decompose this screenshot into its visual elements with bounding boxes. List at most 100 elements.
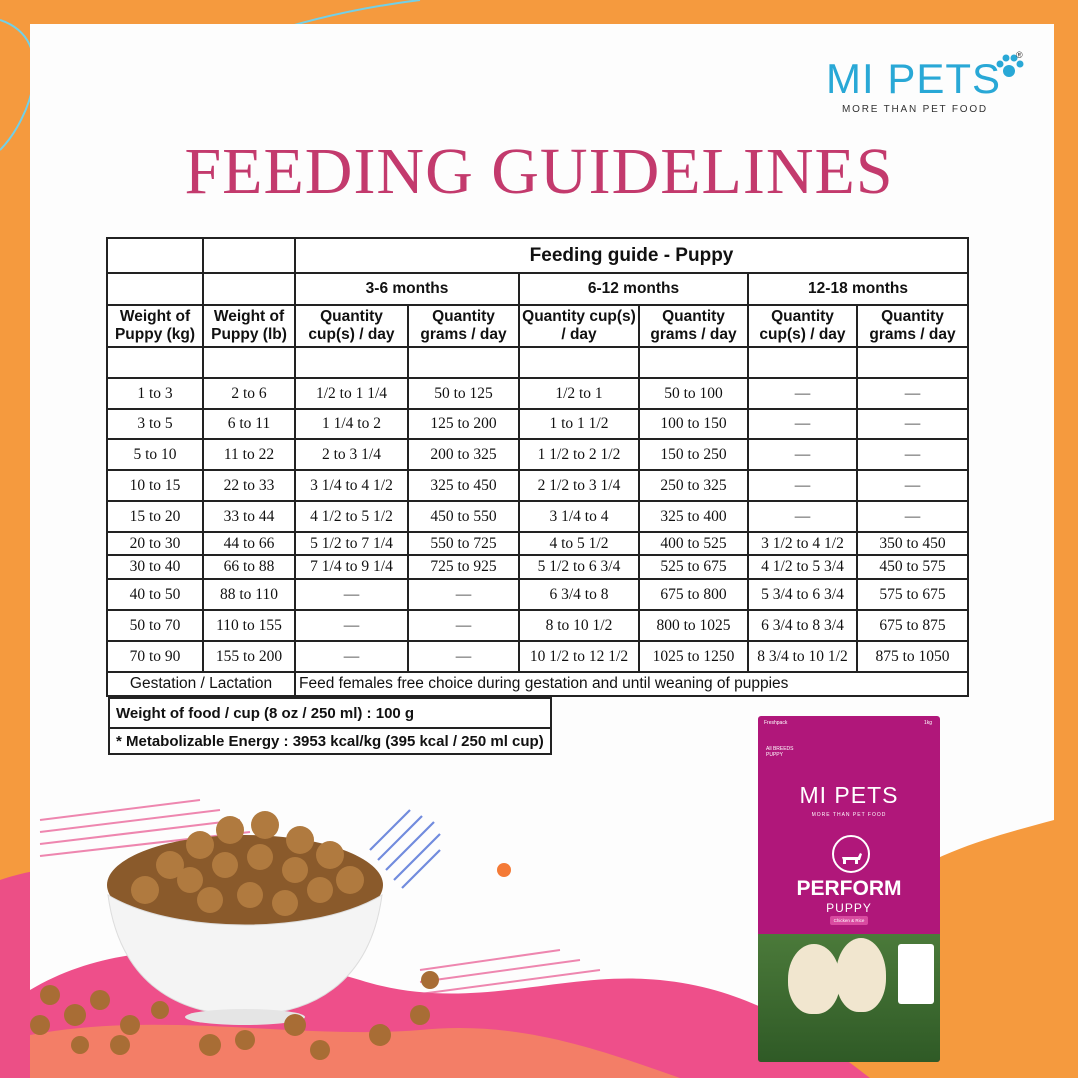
bag-badge [898, 944, 934, 1004]
cups-cell: 7 1/4 to 9 1/4 [294, 554, 409, 580]
footnote-table: Weight of food / cup (8 oz / 250 ml) : 1… [108, 697, 552, 755]
cups-cell: — [294, 578, 409, 611]
col-header-label: Quantity cup(s) / day [759, 308, 846, 343]
cups-cell: — [747, 438, 858, 471]
table-row: 5 to 10 11 to 22 2 to 3 1/4 200 to 325 1 1/2… [106, 438, 970, 471]
grams-cell: — [855, 438, 970, 471]
weight-lb-cell: 6 to 11 [202, 408, 296, 440]
col-header-cups: Quantity cup(s) / day [747, 304, 858, 348]
col-header-label: Weight of Puppy (lb) [211, 308, 287, 343]
bag-breed-line: PUPPY [766, 752, 783, 758]
grams-cell: 550 to 725 [407, 531, 520, 556]
bag-flavor: Chicken & Rice [830, 916, 868, 925]
grams-cell: 675 to 800 [638, 578, 749, 611]
cups-cell: 8 3/4 to 10 1/2 [747, 640, 858, 673]
grams-cell: 725 to 925 [407, 554, 520, 580]
dog-icon [832, 835, 870, 873]
grams-cell: — [855, 377, 970, 410]
weight-kg-cell: 30 to 40 [106, 554, 204, 580]
bag-breed: All BREEDS PUPPY [766, 746, 794, 758]
cups-cell: 1 1/2 to 2 1/2 [518, 438, 640, 471]
cups-cell: 2 to 3 1/4 [294, 438, 409, 471]
weight-lb-cell: 66 to 88 [202, 554, 296, 580]
cups-cell: 10 1/2 to 12 1/2 [518, 640, 640, 673]
column-header-row: Weight of Puppy (kg) Weight of Puppy (lb… [106, 304, 970, 348]
gestation-label: Gestation / Lactation [106, 671, 296, 697]
cups-cell: 3 1/4 to 4 [518, 500, 640, 533]
col-header-label: Quantity cup(s) / day [308, 308, 395, 343]
col-header-label: Quantity grams / day [650, 308, 737, 343]
bag-breed-line: All BREEDS [766, 746, 794, 752]
bag-brand: MI PETS [799, 782, 899, 808]
weight-kg-cell: 70 to 90 [106, 640, 204, 673]
cups-cell: 4 1/2 to 5 1/2 [294, 500, 409, 533]
logo-text: MI PETS [826, 55, 1002, 102]
grams-cell: 50 to 100 [638, 377, 749, 410]
bag-product-name: PERFORM [796, 877, 902, 900]
age-group-row: 3-6 months 6-12 months 12-18 months [106, 272, 970, 306]
cups-cell: 6 3/4 to 8 [518, 578, 640, 611]
grams-cell: 450 to 550 [407, 500, 520, 533]
grams-cell: 100 to 150 [638, 408, 749, 440]
grams-cell: — [407, 609, 520, 642]
col-header-label: Quantity grams / day [869, 308, 956, 343]
weight-kg-cell: 1 to 3 [106, 377, 204, 410]
weight-lb-cell: 110 to 155 [202, 609, 296, 642]
col-header-label: Weight of Puppy (kg) [114, 308, 196, 343]
table-main-header: Feeding guide - Puppy [293, 237, 970, 274]
grams-cell: 350 to 450 [855, 531, 970, 556]
cups-cell: 2 1/2 to 3 1/4 [518, 469, 640, 502]
cups-cell: — [747, 500, 858, 533]
gestation-row: Gestation / Lactation Feed females free … [106, 671, 970, 697]
grams-cell: — [855, 500, 970, 533]
cups-cell: 3 1/2 to 4 1/2 [747, 531, 858, 556]
col-header-label: Quantity grams / day [420, 308, 507, 343]
weight-kg-cell: 15 to 20 [106, 500, 204, 533]
age-group-header: 12-18 months [746, 272, 970, 306]
brand-logo: MI PETS ® MORE THAN PET FOOD [826, 50, 1036, 122]
cups-cell: — [747, 408, 858, 440]
cups-cell: 1 to 1 1/2 [518, 408, 640, 440]
weight-kg-cell: 40 to 50 [106, 578, 204, 611]
table-row: 50 to 70 110 to 155— —8 to 10 1/2 800 to 10… [106, 609, 970, 642]
weight-lb-cell: 44 to 66 [202, 531, 296, 556]
grams-cell: — [407, 578, 520, 611]
gestation-note: Feed females free choice during gestatio… [293, 671, 970, 697]
weight-per-cup-note: Weight of food / cup (8 oz / 250 ml) : 1… [108, 697, 552, 729]
grams-cell: 1025 to 1250 [638, 640, 749, 673]
feeding-guide-table: Feeding guide - Puppy 3-6 months 6-12 mo… [106, 237, 970, 697]
bag-stage: PUPPY [826, 901, 872, 915]
weight-lb-cell: 88 to 110 [202, 578, 296, 611]
grams-cell: 575 to 675 [855, 578, 970, 611]
cups-cell: 3 1/4 to 4 1/2 [294, 469, 409, 502]
bag-tagline: MORE THAN PET FOOD [811, 812, 887, 818]
logo-tagline: MORE THAN PET FOOD [842, 104, 988, 115]
weight-kg-cell: 10 to 15 [106, 469, 204, 502]
cups-cell: 4 to 5 1/2 [518, 531, 640, 556]
grams-cell: 325 to 450 [407, 469, 520, 502]
col-header-grams: Quantity grams / day [407, 304, 520, 348]
grams-cell: 200 to 325 [407, 438, 520, 471]
bag-top-label: Freshpack [764, 720, 788, 726]
page-title: FEEDING GUIDELINES [184, 135, 894, 208]
grams-cell: 675 to 875 [855, 609, 970, 642]
grams-cell: 525 to 675 [638, 554, 749, 580]
grams-cell: 250 to 325 [638, 469, 749, 502]
col-header-cups: Quantity cup(s) / day [294, 304, 409, 348]
grams-cell: — [407, 640, 520, 673]
cups-cell: — [747, 377, 858, 410]
grams-cell: — [855, 469, 970, 502]
weight-lb-cell: 33 to 44 [202, 500, 296, 533]
table-row: 15 to 20 33 to 44 4 1/2 to 5 1/2 450 to 550… [106, 500, 970, 533]
col-header-grams: Quantity grams / day [638, 304, 749, 348]
grams-cell: — [855, 408, 970, 440]
puppy-figure [836, 938, 886, 1012]
col-header-grams: Quantity grams / day [855, 304, 970, 348]
cups-cell: 5 1/2 to 6 3/4 [518, 554, 640, 580]
grams-cell: 450 to 575 [855, 554, 970, 580]
product-bag-image: Freshpack 1kg All BREEDS PUPPY MI PETS M… [758, 716, 940, 1062]
cups-cell: — [294, 609, 409, 642]
